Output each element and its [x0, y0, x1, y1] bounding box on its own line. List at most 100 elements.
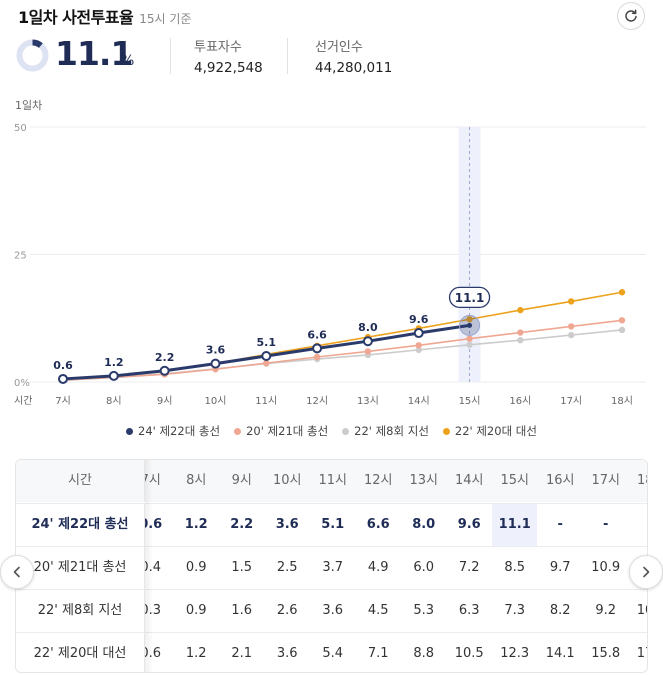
x-tick-label: 15시	[459, 395, 481, 407]
data-point	[567, 298, 575, 305]
turnout-rate-unit: %	[121, 53, 135, 69]
row-header: 22' 제20대 대선	[16, 633, 145, 672]
legend-item[interactable]: 24' 제22대 총선	[126, 423, 220, 439]
data-point	[108, 370, 119, 381]
data-point	[467, 322, 473, 328]
voters-stat: 투표자수 4,922,548	[194, 36, 263, 76]
x-axis-label: 시간	[14, 395, 32, 407]
chart-legend: 24' 제22대 총선 20' 제21대 총선 22' 제8회 지선 22' 제20대…	[0, 423, 663, 439]
table-cell: 2.1	[231, 646, 253, 661]
legend-dot-icon	[234, 427, 242, 435]
data-point	[210, 358, 221, 369]
table-cell: 10.5	[454, 646, 484, 661]
table-cell: 10시	[272, 473, 302, 488]
table-cell: 8시	[186, 473, 207, 488]
table-cell: 17.6	[636, 646, 647, 661]
page-subtitle: 15시 기준	[139, 12, 192, 26]
row-header: 시간	[16, 460, 145, 502]
table-cell: 9.2	[595, 603, 617, 618]
data-point	[517, 306, 524, 314]
table-header-row: 7시 8시 9시 10시 11시 12시 13시 14시 15시 16시 17시 18시 시간	[16, 460, 647, 502]
x-tick-label: 11시	[255, 395, 277, 407]
data-point	[413, 328, 424, 339]
data-point	[58, 373, 68, 384]
x-tick-label: 8시	[106, 395, 122, 407]
data-point	[159, 365, 170, 376]
legend-item[interactable]: 22' 제8회 지선	[342, 423, 429, 439]
current-value-bubble	[448, 286, 491, 309]
table-cell: 3.6	[276, 646, 298, 661]
data-label: 0.6	[53, 359, 73, 372]
table-cell: 2.5	[276, 560, 298, 575]
data-label: 6.6	[307, 328, 327, 341]
table-cell: 12.3	[500, 646, 530, 661]
table-cell: 15.8	[591, 646, 621, 661]
table-cell: 1.2	[185, 646, 207, 661]
x-tick-label: 9시	[157, 395, 173, 407]
x-tick-label: 17시	[560, 395, 582, 407]
table-cell: 0.9	[185, 560, 207, 575]
data-point	[618, 289, 626, 296]
table-cell: 10.9	[591, 560, 621, 575]
data-point	[415, 346, 422, 354]
data-point	[567, 331, 575, 339]
table-cell: 11.1	[491, 504, 538, 546]
x-tick-label: 16시	[509, 395, 531, 407]
scroll-left-button[interactable]	[0, 555, 34, 589]
divider	[287, 38, 288, 74]
divider	[170, 38, 171, 74]
legend-label: 22' 제8회 지선	[354, 424, 429, 438]
table-cell: 3.7	[322, 560, 344, 575]
legend-item[interactable]: 20' 제21대 총선	[234, 423, 328, 439]
y-tick-label: 25	[14, 251, 27, 262]
x-tick-label: 13시	[357, 395, 379, 407]
series-line-s22p	[62, 291, 623, 380]
data-point	[466, 316, 473, 323]
turnout-donut-arc	[32, 39, 43, 48]
x-tick-label: 7시	[55, 395, 71, 407]
table-cell: 7시	[128, 460, 174, 502]
table-cell: 9.7	[549, 560, 571, 575]
table-row: 0.40.91.52.53.74.96.07.28.59.710.912.120…	[16, 546, 647, 589]
x-tick-label: 10시	[204, 395, 226, 407]
table-cell: 4.5	[367, 603, 389, 618]
legend-label: 22' 제20대 대선	[454, 424, 537, 438]
table-cell: 1.5	[231, 560, 253, 575]
electorate-value: 44,280,011	[315, 60, 393, 76]
voters-label: 투표자수	[194, 40, 242, 55]
row-header: 22' 제8회 지선	[16, 590, 145, 632]
table-cell: 8.5	[504, 560, 526, 575]
table-cell: 8.2	[549, 603, 571, 618]
y-tick-label: 0%	[14, 378, 30, 389]
scroll-right-button[interactable]	[629, 555, 663, 589]
page-title: 1일차 사전투표율	[18, 8, 134, 27]
turnout-table: 7시 8시 9시 10시 11시 12시 13시 14시 15시 16시 17시 18시 시간 0.6 1.…	[15, 459, 648, 673]
data-point	[517, 329, 524, 336]
refresh-button[interactable]	[617, 2, 645, 30]
table-cell: 9시	[231, 473, 252, 488]
electorate-label: 선거인수	[315, 40, 363, 55]
chart-unit-label: 1일차	[15, 99, 43, 112]
data-point	[313, 353, 321, 361]
row-header: 24' 제22대 총선	[16, 504, 145, 546]
table-cell: 17시	[591, 473, 620, 488]
turnout-rate: 11.1	[55, 34, 133, 73]
data-label: 2.2	[155, 351, 175, 364]
electorate-stat: 선거인수 44,280,011	[315, 36, 392, 76]
table-cell: 0.9	[185, 603, 207, 618]
data-label: 11.1	[455, 291, 485, 305]
data-point	[263, 359, 270, 367]
table-cell: 13시	[409, 473, 438, 488]
table-cell: 9.6	[457, 517, 481, 532]
legend-item[interactable]: 22' 제20대 대선	[442, 423, 537, 439]
table-cell: 6.6	[366, 517, 390, 532]
data-point	[312, 343, 323, 354]
legend-label: 20' 제21대 총선	[246, 424, 329, 438]
x-tick-label: 12시	[306, 395, 328, 407]
data-label: 3.6	[206, 344, 226, 357]
turnout-donut-icon	[16, 39, 49, 72]
table-cell: 2.2	[230, 517, 254, 532]
table-cell: 12시	[363, 473, 393, 488]
series-line-s20	[62, 319, 623, 381]
table-cell: 14.1	[545, 646, 575, 661]
